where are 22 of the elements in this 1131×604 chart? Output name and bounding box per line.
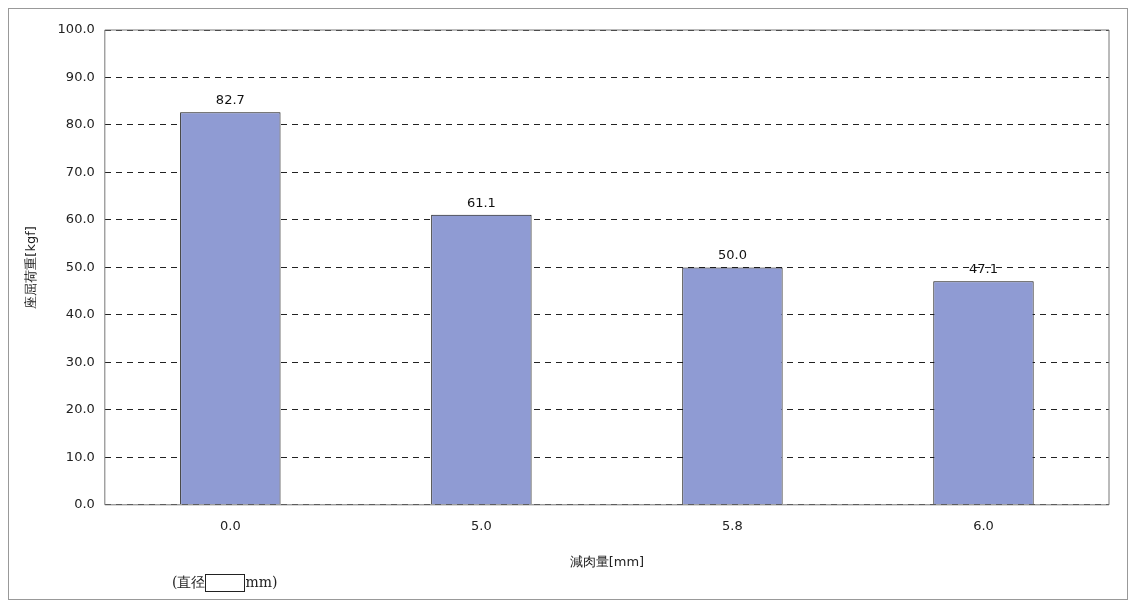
y-tick-label: 20.0 [65,401,95,417]
x-tick-label: 6.0 [973,517,994,533]
data-label: 50.0 [717,247,747,263]
x-tick-label: 0.0 [220,517,241,533]
y-tick-label: 90.0 [65,68,95,84]
y-tick-label: 60.0 [65,211,95,227]
y-tick-label: 50.0 [65,258,95,274]
y-axis-title: 座屈荷重[kgf] [23,226,39,309]
y-tick-label: 40.0 [65,306,95,322]
y-tick-label: 30.0 [65,353,95,369]
text: (直径 mm) [172,574,278,590]
y-tick-label: 80.0 [65,116,95,132]
x-tick-label: 5.0 [471,517,492,533]
data-label: 82.7 [215,92,245,108]
data-label: 61.1 [466,194,496,210]
y-tick-label: 70.0 [65,163,95,179]
x-axis-title: 減肉量[mm] [569,553,645,569]
y-tick-label: 100.0 [57,21,95,37]
data-label: 47.1 [969,261,998,277]
y-tick-label: 10.0 [65,448,95,464]
y-tick-label: 0.0 [74,496,95,512]
x-tick-label: 5.8 [722,517,743,533]
